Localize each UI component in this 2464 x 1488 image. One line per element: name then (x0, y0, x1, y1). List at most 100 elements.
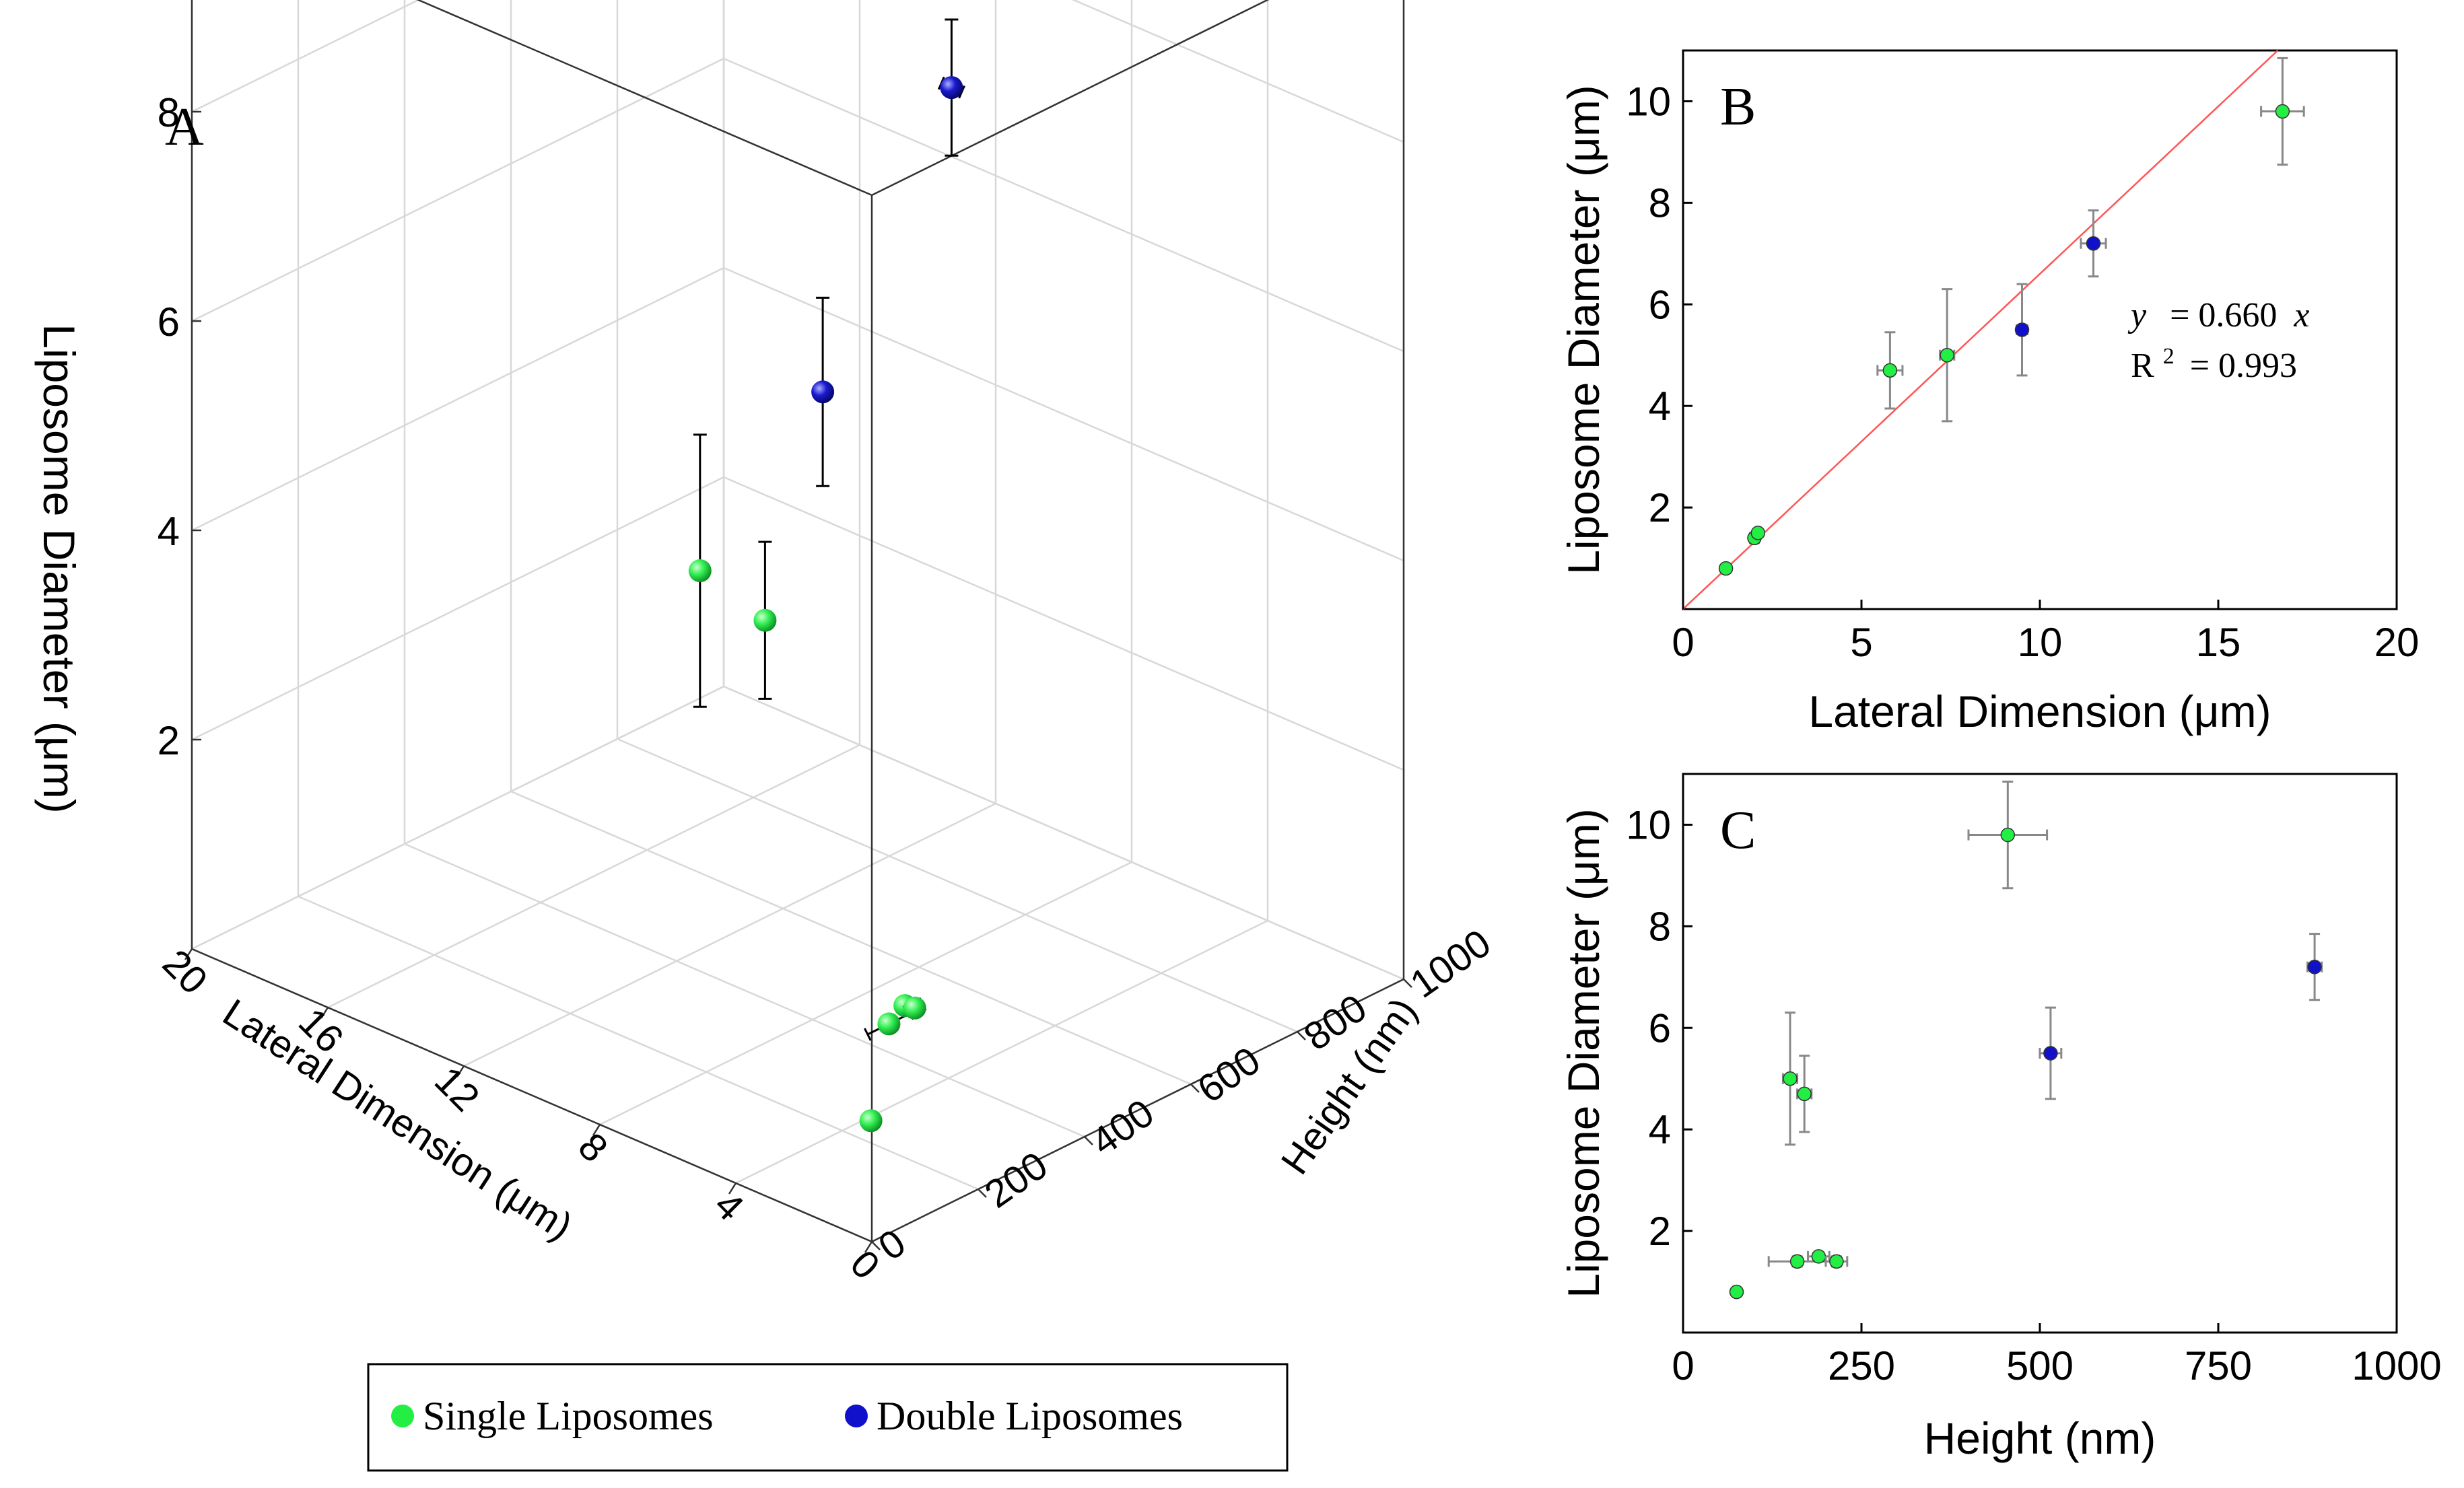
x-tick-label: 1000 (2352, 1343, 2441, 1388)
data-point-marker (1940, 347, 1954, 363)
data-point (1781, 1012, 1799, 1146)
panel-c-chart: 0 250 500 750 1000 2 4 6 8 10 C Height (nm) Lipos… (1559, 773, 2442, 1463)
x-tick-label: 750 (2185, 1343, 2252, 1388)
x-tick (864, 1241, 873, 1253)
panel-b-chart: 0 5 10 15 20 2 4 6 8 10 B y = 0.660 x R 2 = 0.993… (1559, 49, 2420, 736)
y-tick-label: 8 (1649, 180, 1671, 225)
data-point-marker (2086, 236, 2101, 251)
x-tick-label: 8 (570, 1125, 616, 1171)
panel-b-letter: B (1720, 77, 1756, 137)
legend-single-label: Single Liposomes (423, 1394, 714, 1438)
panel-b-fit-equation: y = 0.660 x (2127, 296, 2310, 334)
data-point-marker (2000, 827, 2016, 843)
data-point-3d (753, 540, 777, 700)
data-point-marker (1783, 1071, 1798, 1086)
x-tick-label: 20 (2374, 620, 2420, 665)
data-point-3d (903, 996, 927, 1020)
data-point-marker (1789, 1254, 1805, 1269)
data-point-marker (2043, 1046, 2058, 1061)
y-tick-label: 200 (977, 1143, 1056, 1217)
data-point (1796, 1055, 1813, 1133)
error-bar-cap (864, 1028, 872, 1041)
fit-r2-sup: 2 (2163, 344, 2175, 369)
grid-floor-y (510, 790, 1192, 1086)
y-tick-label: 2 (1649, 1209, 1671, 1254)
y-tick-label: 400 (1083, 1091, 1162, 1164)
x-tick (184, 948, 193, 960)
grid-wall-right-z (723, 685, 1404, 981)
grid-wall-right-z (723, 476, 1404, 771)
legend-double-marker (845, 1405, 868, 1427)
grid-wall-right-z (1071, 0, 1404, 143)
data-point-marker (1811, 1249, 1826, 1264)
box-edge (871, 978, 1404, 1243)
panel-b-fit-line (1682, 50, 2279, 610)
panel-a-z-axis-label: Liposome Diameter (μm) (34, 324, 84, 814)
x-tick (456, 1065, 465, 1077)
panel-a-x-axis-label: Lateral Dimension (μm) (215, 991, 580, 1248)
y-tick (1084, 1136, 1093, 1145)
panel-c-x-axis-label: Height (nm) (1924, 1413, 2156, 1463)
data-point-marker (2307, 959, 2322, 975)
x-tick-label: 0 (1672, 620, 1694, 665)
legend-double-label: Double Liposomes (877, 1394, 1183, 1438)
data-point-marker (1829, 1254, 1844, 1269)
y-tick (871, 1241, 881, 1250)
data-point-sphere (811, 380, 835, 404)
x-tick-label: 0 (1672, 1343, 1694, 1388)
y-tick (1403, 979, 1412, 988)
z-tick-label: 2 (158, 718, 180, 763)
y-tick-label: 10 (1626, 79, 1671, 124)
panel-b-points (1718, 57, 2305, 576)
y-tick (1297, 1031, 1306, 1040)
data-point-sphere (940, 76, 963, 100)
data-point-sphere (877, 1012, 901, 1036)
fit-equation-value: = 0.660 (2170, 296, 2277, 334)
x-tick-label: 500 (2006, 1343, 2074, 1388)
panel-b-frame (1682, 49, 2398, 610)
y-tick (978, 1189, 987, 1198)
data-point (2260, 57, 2305, 166)
data-point-3d (811, 296, 835, 487)
data-point-marker (1729, 1284, 1744, 1300)
panel-c-letter: C (1720, 801, 1756, 860)
panel-b-y-axis-label: Liposome Diameter (μm) (1559, 85, 1608, 575)
data-point (1876, 331, 1904, 410)
x-tick-label: 5 (1850, 620, 1872, 665)
data-point (1729, 1284, 1744, 1300)
x-tick-label: 12 (426, 1058, 488, 1120)
y-tick-label: 600 (1190, 1038, 1268, 1112)
data-point-sphere (688, 559, 712, 583)
data-point-3d (937, 18, 965, 157)
data-point-marker (2275, 104, 2290, 119)
data-point-sphere (753, 608, 777, 632)
x-tick (592, 1124, 601, 1136)
panel-c-ticks: 0 250 500 750 1000 2 4 6 8 10 (1626, 802, 2441, 1388)
data-point-sphere (859, 1109, 883, 1133)
data-point-sphere (903, 996, 926, 1020)
grid-wall-right-z (723, 57, 1404, 353)
grid-wall-left-z (191, 476, 724, 741)
x-tick-label: 20 (154, 941, 216, 1003)
x-tick-label: 4 (706, 1183, 752, 1230)
panel-b-fit-r2: R 2 = 0.993 (2131, 333, 2297, 385)
y-tick-label: 1000 (1402, 921, 1499, 1006)
data-point-marker (1750, 526, 1766, 540)
x-tick (320, 1007, 329, 1019)
x-tick-label: 250 (1828, 1343, 1895, 1388)
grid-floor-y (298, 895, 979, 1191)
y-tick-label: 6 (1649, 282, 1671, 327)
grid-wall-left-z (191, 0, 421, 113)
y-tick-label: 6 (1649, 1005, 1671, 1051)
fit-r2-value: = 0.993 (2190, 347, 2297, 385)
data-point-marker (1882, 363, 1898, 378)
data-point (2014, 283, 2030, 377)
grid-wall-left-z (191, 267, 724, 532)
panel-b-x-axis-label: Lateral Dimension (μm) (1808, 686, 2271, 736)
grid-floor-y (617, 738, 1298, 1033)
data-point-marker (2014, 322, 2030, 337)
data-point (1750, 526, 1766, 540)
x-tick-label: 10 (2018, 620, 2063, 665)
box-edge (416, 0, 872, 197)
